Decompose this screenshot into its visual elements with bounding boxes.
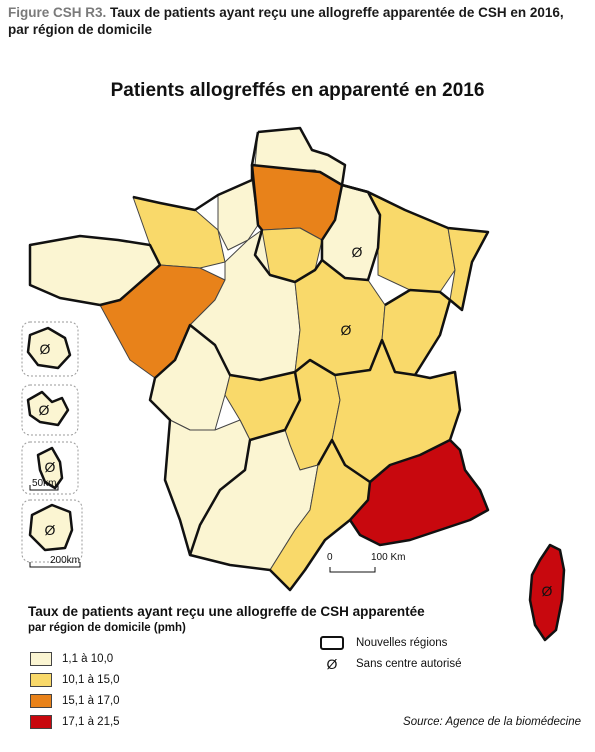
- no-center-icon-bourgogne: Ø: [341, 322, 352, 338]
- legend-label-2: 10,1 à 15,0: [62, 673, 120, 686]
- legend-subtitle: par région de domicile (pmh): [28, 622, 186, 634]
- main-scale-bar: [329, 567, 376, 573]
- legend-label-3: 15,1 à 17,0: [62, 694, 120, 707]
- figure-caption: Figure CSH R3. Taux de patients ayant re…: [8, 4, 583, 38]
- no-center-icon-dom-2: Ø: [39, 402, 50, 418]
- legend-class-4: 17,1 à 21,5: [30, 713, 120, 730]
- inset-frames: [21, 321, 83, 563]
- legend-new-regions-label: Nouvelles régions: [356, 637, 448, 649]
- source-note: Source: Agence de la biomédecine: [403, 716, 581, 728]
- main-scale-100km: 100 Km: [371, 552, 405, 563]
- map-title: Patients allogreffés en apparenté en 201…: [110, 80, 485, 101]
- new-regions-borders: [26, 126, 566, 642]
- legend-new-regions: Nouvelles régions: [320, 636, 447, 650]
- inset-scale-50km: 50km: [32, 478, 56, 489]
- region-lorraine[interactable]: [367, 191, 456, 293]
- no-center-icon-champagne: Ø: [352, 244, 363, 260]
- legend-no-center: Ø Sans centre autorisé: [320, 656, 462, 672]
- main-scale-zero: 0: [327, 552, 333, 563]
- legend-swatch-1: [30, 651, 52, 666]
- legend-class-1: 1,1 à 10,0: [30, 650, 113, 667]
- no-center-icon-dom-4: Ø: [45, 522, 56, 538]
- legend-title: Taux de patients ayant reçu une allogref…: [28, 604, 425, 619]
- legend-no-center-label: Sans centre autorisé: [356, 658, 462, 670]
- legend-label-1: 1,1 à 10,0: [62, 652, 114, 665]
- new-regions-box-icon: [320, 636, 344, 650]
- no-center-icon-corse: Ø: [542, 583, 553, 599]
- no-center-icon-dom-1: Ø: [40, 341, 51, 357]
- region-bourgogne[interactable]: [294, 259, 386, 376]
- legend-class-2: 10,1 à 15,0: [30, 671, 120, 688]
- figure-caption-text: Taux de patients ayant reçu une allogref…: [8, 5, 564, 37]
- legend-swatch-4: [30, 714, 52, 729]
- no-center-symbol-icon: Ø: [326, 656, 338, 672]
- legend-swatch-2: [30, 672, 52, 687]
- legend-label-4: 17,1 à 21,5: [62, 715, 120, 728]
- no-center-icon-dom-3: Ø: [45, 459, 56, 475]
- inset-scale-200km: 200km: [50, 555, 80, 566]
- legend-class-3: 15,1 à 17,0: [30, 692, 120, 709]
- inset-scale-bars: [29, 485, 81, 568]
- figure-number: Figure CSH R3.: [8, 5, 107, 20]
- legend-swatch-3: [30, 693, 52, 708]
